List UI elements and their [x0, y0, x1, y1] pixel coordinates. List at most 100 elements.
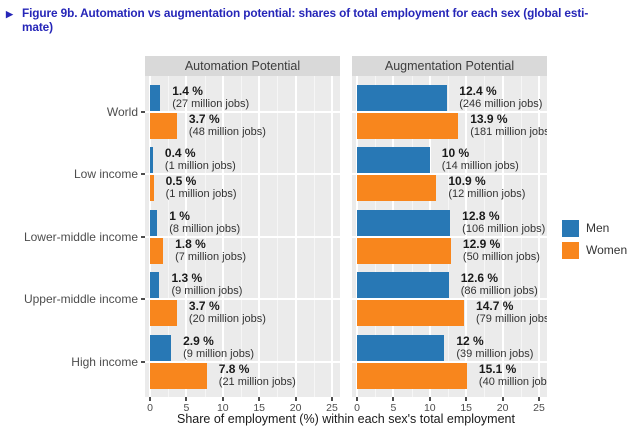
y-axis-tick — [141, 173, 145, 175]
bar-jobs-label: (40 million jobs) — [478, 375, 547, 388]
plot-area-augmentation: 12.4 % (246 million jobs) 13.9 % (181 milli… — [352, 76, 547, 397]
bar-automation-low-income-men — [150, 147, 153, 173]
bar-label-automation-high-income-women: 7.8 % (21 million jobs) — [218, 361, 296, 389]
x-axis-tick — [294, 397, 297, 401]
x-axis-tick-label: 5 — [183, 402, 190, 414]
bar-jobs-label: (8 million jobs) — [169, 222, 241, 235]
x-axis-tick — [538, 397, 540, 401]
figure-title-line1: Figure 9b. Automation vs augmentation po… — [22, 6, 589, 20]
bar-percent-label: 1.8 % — [175, 236, 206, 251]
men-color-swatch — [562, 219, 579, 237]
bar-percent-label: 3.7 % — [188, 111, 220, 126]
bar-label-automation-lower-middle-income-men: 1 % (8 million jobs) — [169, 208, 241, 236]
bar-jobs-label: (246 million jobs) — [459, 97, 543, 110]
gridline-horizontal — [145, 235, 340, 238]
bar-automation-high-income-men — [150, 334, 172, 361]
bar-jobs-label: (12 million jobs) — [448, 188, 526, 200]
x-axis-tick — [392, 397, 395, 401]
bar-jobs-label: (1 million jobs) — [164, 160, 236, 172]
bar-label-automation-high-income-men: 2.9 % (9 million jobs) — [183, 333, 254, 361]
x-axis-tick-label: 25 — [533, 402, 545, 414]
x-axis-tick-label: 0 — [147, 402, 153, 414]
bar-percent-label: 7.8 % — [218, 361, 250, 376]
bar-label-automation-world-women: 3.7 % (48 million jobs) — [188, 111, 266, 139]
bar-percent-label: 13.9 % — [470, 111, 508, 126]
gridline-horizontal — [352, 298, 547, 300]
bar-label-automation-lower-middle-income-women: 1.8 % (7 million jobs) — [175, 236, 247, 264]
y-axis-tick — [141, 360, 145, 363]
bar-automation-lower-middle-income-women — [150, 237, 164, 264]
bar-label-automation-low-income-men: 0.4 % (1 million jobs) — [165, 147, 236, 173]
x-axis-tick — [501, 397, 504, 401]
bar-augmentation-low-income-men — [357, 147, 430, 173]
x-axis-tick-label: 0 — [354, 402, 360, 414]
bar-percent-label: 3.7 % — [188, 299, 220, 313]
gridline-horizontal — [145, 298, 340, 300]
x-axis-tick-label: 25 — [326, 402, 338, 414]
bar-jobs-label: (181 million jobs) — [470, 125, 547, 138]
x-axis-tick-label: 10 — [216, 402, 229, 414]
x-axis-tick — [331, 397, 333, 401]
triangle-bullet-icon: ▶ — [6, 9, 13, 19]
bar-jobs-label: (106 million jobs) — [462, 222, 546, 235]
bar-label-augmentation-low-income-men: 10 % (14 million jobs) — [442, 147, 519, 173]
bar-jobs-label: (39 million jobs) — [456, 347, 534, 360]
bar-label-automation-world-men: 1.4 % (27 million jobs) — [172, 84, 250, 111]
x-axis-tick — [465, 397, 468, 401]
legend-item-women: Women — [562, 239, 627, 261]
bar-percent-label: 12.4 % — [459, 83, 497, 98]
bar-percent-label: 12.8 % — [462, 208, 500, 223]
bar-jobs-label: (27 million jobs) — [172, 97, 250, 110]
y-axis-label-lower-middle-income: Lower-middle income — [23, 229, 138, 244]
gridline-horizontal — [352, 110, 547, 113]
bar-percent-label: 1 % — [169, 208, 190, 223]
bar-label-augmentation-high-income-women: 15.1 %(40 million jobs) — [478, 361, 547, 389]
figure-title-line2: mate) — [22, 20, 53, 34]
bar-percent-label: 2.9 % — [183, 333, 214, 348]
bar-jobs-label: (14 million jobs) — [441, 160, 519, 172]
x-axis-tick — [185, 397, 188, 401]
gridline-horizontal — [352, 173, 547, 175]
bar-augmentation-upper-middle-income-women — [357, 300, 465, 326]
bar-label-augmentation-upper-middle-income-women: 14.7 % (79 million jobs) — [476, 300, 547, 326]
bar-label-augmentation-lower-middle-income-women: 12.9 % (50 million jobs) — [462, 236, 540, 264]
bar-augmentation-high-income-women — [357, 362, 467, 389]
legend-label-men: Men — [586, 221, 610, 235]
bar-percent-label: 10 % — [441, 146, 470, 160]
y-axis-label-high-income: High income — [71, 354, 138, 369]
bar-percent-label: 12.9 % — [462, 236, 501, 251]
facet-header-automation: Automation Potential — [145, 56, 340, 76]
y-axis-tick — [141, 298, 145, 300]
bar-automation-low-income-women — [150, 175, 154, 201]
bar-jobs-label: (86 million jobs) — [460, 285, 538, 297]
bar-label-automation-upper-middle-income-women: 3.7 % (20 million jobs) — [189, 300, 266, 326]
facet-header-augmentation: Augmentation Potential — [352, 56, 547, 76]
x-axis-tick-label: 15 — [253, 402, 266, 414]
bar-percent-label: 15.1 % — [478, 361, 517, 376]
bar-percent-label: 1.3 % — [171, 271, 203, 285]
y-axis-tick — [141, 235, 145, 238]
bar-automation-upper-middle-income-women — [150, 300, 177, 326]
gridline-horizontal — [145, 360, 340, 363]
x-axis-tick-label: 10 — [423, 402, 436, 414]
bar-label-augmentation-world-women: 13.9 % (181 million jobs) — [470, 111, 547, 139]
bar-label-augmentation-world-men: 12.4 % (246 million jobs) — [459, 83, 543, 111]
bar-jobs-label: (7 million jobs) — [175, 250, 247, 263]
bar-automation-world-men — [150, 84, 161, 111]
legend: Men Women — [562, 217, 627, 261]
bar-percent-label: 10.9 % — [448, 174, 486, 188]
bar-jobs-label: (20 million jobs) — [188, 313, 266, 325]
y-axis-label-world: World — [106, 104, 138, 119]
bar-jobs-label: (48 million jobs) — [188, 125, 266, 138]
bar-jobs-label: (50 million jobs) — [462, 250, 540, 263]
bar-jobs-label: (79 million jobs) — [476, 313, 547, 325]
bar-augmentation-lower-middle-income-men — [357, 209, 451, 236]
bar-label-augmentation-low-income-women: 10.9 % (12 million jobs) — [448, 175, 525, 201]
x-axis-tick — [221, 397, 224, 401]
bar-augmentation-world-women — [357, 112, 459, 139]
bar-label-augmentation-high-income-men: 12 % (39 million jobs) — [456, 334, 534, 361]
bar-jobs-label: (9 million jobs) — [171, 285, 243, 297]
y-axis-label-low-income: Low income — [73, 167, 138, 181]
x-axis-title: Share of employment (%) within each sex'… — [177, 412, 515, 426]
